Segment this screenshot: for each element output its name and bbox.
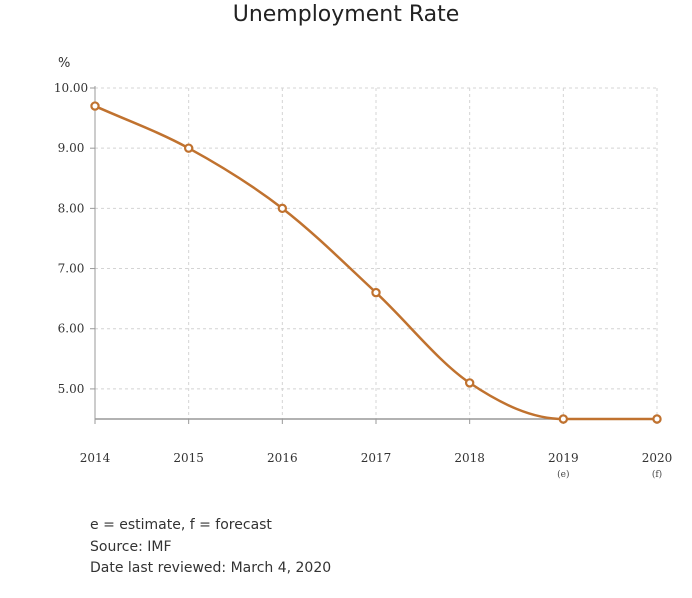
grid-lines (94, 87, 658, 419)
x-tick-label: 2016 (267, 451, 298, 465)
chart-title: Unemployment Rate (232, 2, 460, 27)
data-point (90, 101, 100, 111)
estimate-legend-note: e = estimate, f = forecast (90, 517, 272, 533)
data-point (464, 378, 475, 388)
x-tick-label: 2018 (454, 451, 485, 465)
x-tick-labels: 2014 2015 2016 2017 2018 2019 (e) 2020 (f) (80, 451, 673, 480)
x-tick-sublabel: (e) (557, 469, 569, 480)
review-date-note: Date last reviewed: March 4, 2020 (90, 560, 332, 576)
axes (90, 86, 658, 424)
x-tick-label: 2020 (642, 451, 673, 465)
x-tick-label: 2019 (548, 451, 579, 465)
y-tick-label: 9.00 (58, 141, 85, 155)
x-tick-sublabel: (f) (652, 469, 662, 480)
y-tick-labels: 10.00 9.00 8.00 7.00 6.00 5.00 (54, 81, 88, 396)
x-tick-label: 2017 (361, 451, 392, 465)
data-point (277, 203, 288, 214)
data-point (183, 143, 194, 153)
y-tick-label: 6.00 (58, 322, 85, 336)
x-tick-label: 2015 (173, 451, 204, 465)
y-tick-label: 5.00 (58, 382, 85, 396)
data-point (558, 414, 569, 424)
y-axis-unit: % (58, 56, 70, 71)
data-points (90, 101, 662, 424)
source-note: Source: IMF (90, 538, 172, 555)
data-point (652, 414, 662, 424)
line-chart: % 10.00 9.00 8.00 7.00 6.00 5.00 2014 2015 2016… (54, 56, 673, 480)
y-tick-label: 8.00 (58, 201, 85, 215)
y-tick-label: 7.00 (58, 262, 85, 276)
y-tick-label: 10.00 (54, 81, 88, 95)
data-point (371, 287, 381, 298)
chart-notes: e = estimate, f = forecast Source: IMF D… (90, 515, 331, 580)
x-tick-label: 2014 (80, 451, 111, 465)
